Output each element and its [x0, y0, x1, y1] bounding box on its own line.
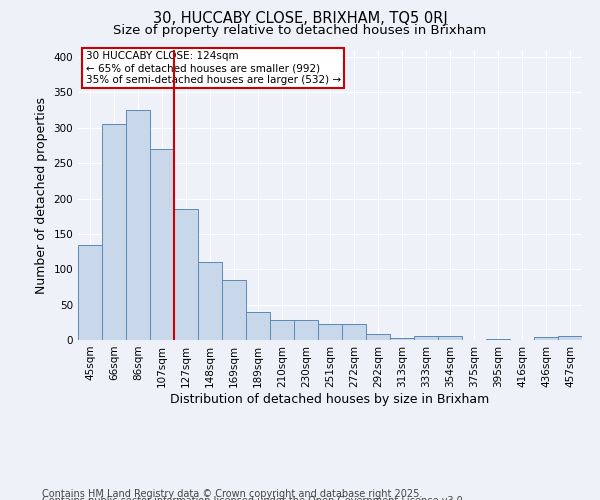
Bar [126, 110, 150, 340]
Bar [390, 338, 414, 340]
Text: Contains public sector information licensed under the Open Government Licence v3: Contains public sector information licen… [42, 496, 466, 500]
Bar [558, 336, 582, 340]
Bar [174, 209, 198, 340]
Bar [78, 244, 102, 340]
Text: Contains HM Land Registry data © Crown copyright and database right 2025.: Contains HM Land Registry data © Crown c… [42, 489, 422, 499]
Bar [198, 262, 222, 340]
Text: Size of property relative to detached houses in Brixham: Size of property relative to detached ho… [113, 24, 487, 37]
Y-axis label: Number of detached properties: Number of detached properties [35, 96, 48, 294]
Bar [102, 124, 126, 340]
Bar [318, 324, 342, 340]
Bar [222, 280, 246, 340]
Bar [270, 320, 294, 340]
Bar [534, 337, 558, 340]
Bar [414, 336, 438, 340]
Text: 30, HUCCABY CLOSE, BRIXHAM, TQ5 0RJ: 30, HUCCABY CLOSE, BRIXHAM, TQ5 0RJ [152, 11, 448, 26]
Bar [246, 312, 270, 340]
Bar [150, 149, 174, 340]
Bar [342, 324, 366, 340]
Text: 30 HUCCABY CLOSE: 124sqm
← 65% of detached houses are smaller (992)
35% of semi-: 30 HUCCABY CLOSE: 124sqm ← 65% of detach… [86, 52, 341, 84]
Bar [366, 334, 390, 340]
Bar [294, 320, 318, 340]
X-axis label: Distribution of detached houses by size in Brixham: Distribution of detached houses by size … [170, 392, 490, 406]
Bar [438, 336, 462, 340]
